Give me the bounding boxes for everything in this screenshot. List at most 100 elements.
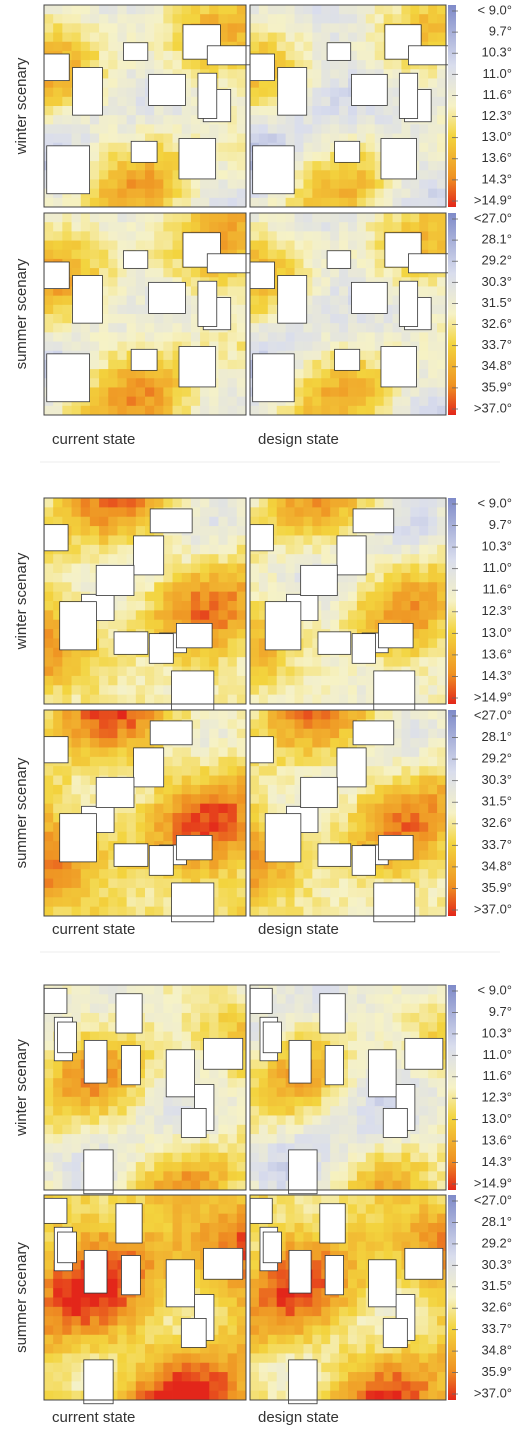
- heat-cell: [259, 869, 268, 879]
- heat-cell: [321, 179, 330, 189]
- heat-cell: [277, 676, 286, 686]
- heat-cell: [72, 592, 82, 602]
- heat-cell: [419, 170, 428, 180]
- heat-cell: [259, 134, 268, 144]
- heat-cell: [303, 719, 312, 729]
- heat-cell: [99, 879, 109, 889]
- heat-cell: [321, 517, 330, 527]
- heat-cell: [428, 517, 437, 527]
- building: [47, 354, 90, 402]
- heat-cell: [117, 78, 127, 88]
- heat-cell: [348, 794, 357, 804]
- heat-cell: [154, 1041, 164, 1051]
- heat-cell: [348, 189, 357, 199]
- heat-cell: [339, 277, 348, 287]
- building: [198, 281, 217, 326]
- heat-cell: [182, 498, 192, 508]
- heat-cell: [136, 286, 146, 296]
- heat-cell: [384, 785, 393, 795]
- heat-cell: [419, 1022, 428, 1032]
- heat-cell: [268, 106, 277, 116]
- heat-cell: [339, 1143, 348, 1153]
- heat-cell: [375, 60, 384, 70]
- heat-cell: [145, 124, 155, 134]
- heat-cell: [366, 213, 375, 223]
- heat-cell: [375, 610, 384, 620]
- heat-cell: [437, 554, 446, 564]
- heat-cell: [237, 638, 247, 648]
- heat-cell: [117, 667, 127, 677]
- heat-cell: [237, 667, 247, 677]
- heat-cell: [191, 860, 201, 870]
- heat-cell: [419, 342, 428, 352]
- heat-cell: [99, 351, 109, 361]
- heat-cell: [303, 378, 312, 388]
- heat-cell: [154, 406, 164, 416]
- heat-cell: [250, 222, 259, 232]
- heat-cell: [90, 231, 100, 241]
- heat-cell: [250, 241, 259, 251]
- heat-cell: [330, 305, 339, 315]
- heat-cell: [357, 1097, 366, 1107]
- heat-cell: [357, 33, 366, 43]
- heat-cell: [312, 369, 321, 379]
- heat-cell: [200, 1181, 210, 1191]
- heat-cell: [108, 143, 118, 153]
- heat-cell: [268, 1078, 277, 1088]
- heat-cell: [357, 397, 366, 407]
- heat-cell: [295, 507, 304, 517]
- heat-cell: [339, 667, 348, 677]
- heat-cell: [90, 241, 100, 251]
- heat-cell: [108, 189, 118, 199]
- heat-cell: [99, 1115, 109, 1125]
- heat-cell: [375, 397, 384, 407]
- heat-cell: [62, 198, 72, 208]
- heat-cell: [81, 1022, 91, 1032]
- heat-cell: [410, 179, 419, 189]
- heat-cell: [437, 573, 446, 583]
- heat-cell: [127, 710, 137, 720]
- heat-cell: [191, 994, 201, 1004]
- heat-cell: [237, 1181, 247, 1191]
- heat-cell: [303, 1004, 312, 1014]
- heat-cell: [303, 213, 312, 223]
- heat-cell: [154, 60, 164, 70]
- heat-cell: [312, 69, 321, 79]
- heat-cell: [136, 738, 146, 748]
- heat-cell: [393, 5, 402, 15]
- heat-cell: [117, 822, 127, 832]
- heat-cell: [437, 850, 446, 860]
- heat-cell: [99, 695, 109, 705]
- heatmap: [250, 985, 446, 1194]
- heat-cell: [108, 360, 118, 370]
- heat-cell: [250, 582, 259, 592]
- heat-cell: [218, 360, 228, 370]
- heat-cell: [259, 115, 268, 125]
- heat-cell: [62, 1106, 72, 1116]
- heat-cell: [410, 804, 419, 814]
- heat-cell: [259, 250, 268, 260]
- heat-cell: [312, 535, 321, 545]
- heat-cell: [145, 813, 155, 823]
- heat-cell: [108, 1069, 118, 1079]
- heat-cell: [401, 766, 410, 776]
- heat-cell: [53, 869, 63, 879]
- heat-cell: [250, 1022, 259, 1032]
- heat-cell: [182, 985, 192, 995]
- heat-cell: [321, 378, 330, 388]
- heat-cell: [81, 766, 91, 776]
- heat-cell: [44, 213, 54, 223]
- heat-cell: [277, 685, 286, 695]
- heat-cell: [99, 869, 109, 879]
- heat-cell: [108, 5, 118, 15]
- heat-cell: [191, 869, 201, 879]
- heat-cell: [90, 1004, 100, 1014]
- heat-cell: [173, 1181, 183, 1191]
- heat-cell: [303, 994, 312, 1004]
- heat-cell: [348, 387, 357, 397]
- heat-cell: [145, 332, 155, 342]
- heat-cell: [72, 1078, 82, 1088]
- heat-cell: [357, 314, 366, 324]
- heat-cell: [295, 14, 304, 24]
- heat-cell: [437, 152, 446, 162]
